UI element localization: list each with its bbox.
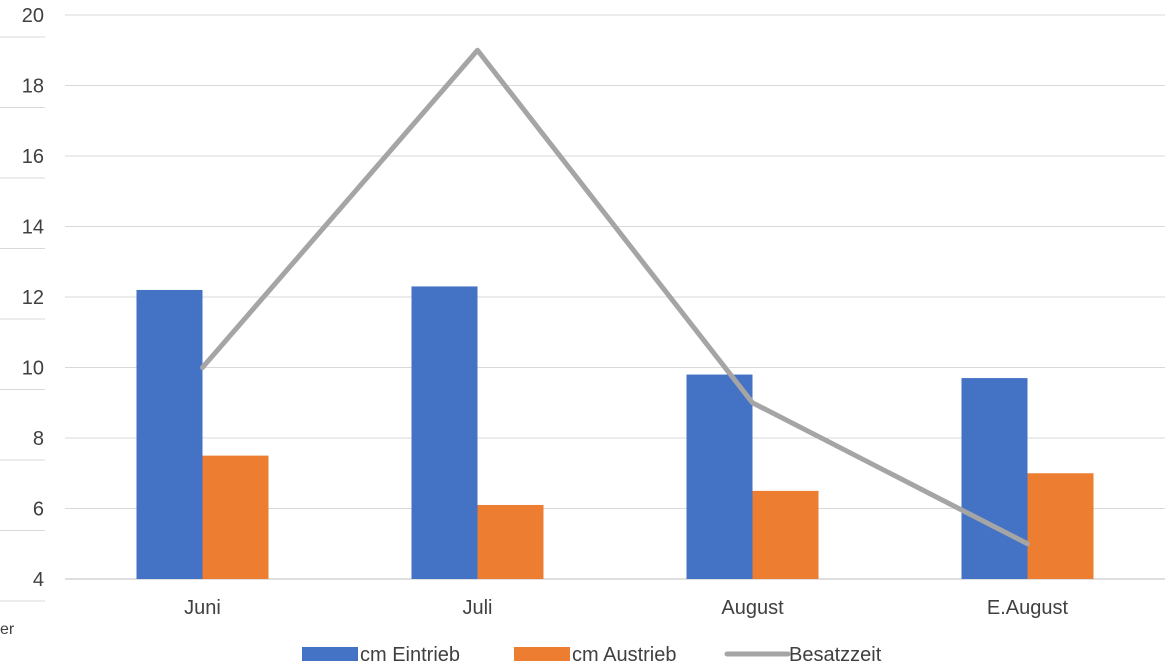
legend-swatch	[514, 647, 570, 661]
line-series-besatzzeit	[200, 47, 1030, 547]
bar-eintrieb	[961, 378, 1028, 579]
y-tick-label: 18	[22, 76, 44, 98]
x-tick-label: Juni	[184, 597, 221, 619]
y-tick-label: 10	[22, 358, 44, 380]
left-axis-stubs	[0, 36, 45, 602]
y-tick-label: 8	[33, 428, 44, 450]
y-tick-label: 16	[22, 146, 44, 168]
x-tick-label: E.August	[987, 597, 1069, 619]
bar-eintrieb	[686, 374, 753, 579]
y-tick-label: 20	[22, 5, 44, 27]
bar-eintrieb	[136, 289, 203, 579]
bar-austrieb	[1027, 473, 1094, 579]
legend: cm Eintrieb cm Austrieb Besatzzeit	[302, 644, 882, 666]
legend-swatch	[302, 647, 358, 661]
x-tick-label: August	[721, 597, 784, 619]
bar-eintrieb	[411, 286, 478, 579]
line-series	[200, 47, 1030, 547]
legend-label: Besatzzeit	[789, 644, 882, 666]
bar-austrieb	[202, 455, 269, 579]
legend-label: cm Eintrieb	[360, 644, 460, 666]
y-tick-label: 4	[33, 569, 44, 591]
y-tick-label: 6	[33, 499, 44, 521]
y-tick-label: 12	[22, 287, 44, 309]
bar-austrieb	[752, 490, 819, 579]
x-axis-ticks: Juni Juli August E.August	[184, 597, 1068, 619]
x-tick-label: Juli	[462, 597, 492, 619]
bars	[136, 286, 1094, 579]
bar-austrieb	[477, 504, 544, 579]
cropped-edge-text: er	[0, 621, 15, 638]
legend-label: cm Austrieb	[572, 644, 676, 666]
y-axis-ticks: 4 6 8 10 12 14 16 18 20	[22, 5, 44, 591]
y-tick-label: 14	[22, 217, 44, 239]
